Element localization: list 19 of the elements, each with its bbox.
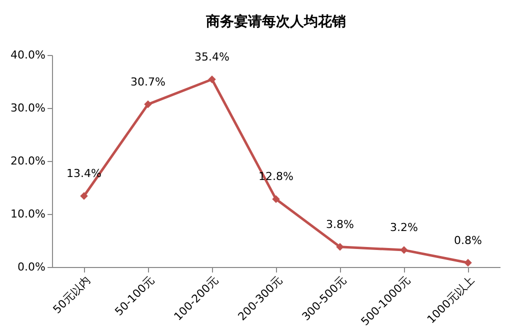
chart-title: 商务宴请每次人均花销	[205, 13, 346, 30]
x-tick-label: 50元以内	[50, 274, 93, 316]
y-tick-label: 30.0%	[10, 102, 46, 114]
point	[144, 100, 152, 108]
data-label: 3.2%	[390, 221, 418, 234]
data-label: 30.7%	[130, 75, 166, 88]
data-label: 3.8%	[326, 218, 354, 231]
point	[80, 192, 88, 200]
point	[464, 258, 472, 267]
y-tick-label: 0.0%	[18, 260, 46, 274]
y-tick-label: 20.0%	[10, 154, 46, 168]
point	[272, 195, 280, 204]
y-tick-label: 40.0%	[10, 48, 46, 62]
data-label: 35.4%	[194, 50, 230, 64]
data-label: 0.8%	[454, 234, 482, 247]
point	[336, 242, 344, 251]
point	[208, 76, 216, 84]
point	[400, 246, 408, 254]
y-tick-label: 10.0%	[10, 208, 46, 220]
